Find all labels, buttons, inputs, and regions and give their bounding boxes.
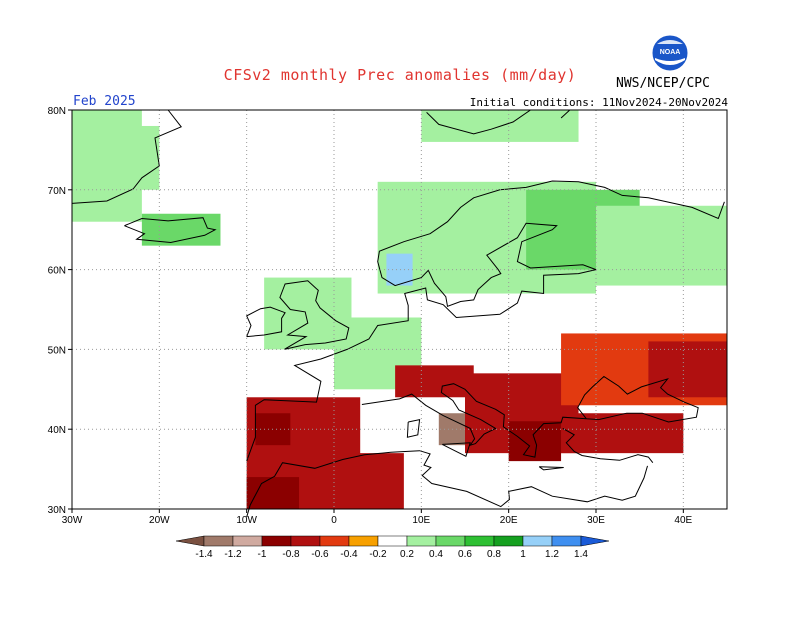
- coastline: [246, 306, 286, 338]
- colorbar-label: -0.4: [340, 549, 358, 560]
- axis-labels: 30W 20W 10W 0 10E 20E 30E 40E 30N 40N 50N 60N 70N 80N: [48, 106, 693, 526]
- anomaly-cell: [115, 125, 160, 190]
- grid: [72, 110, 727, 509]
- colorbar-arrow-right: [580, 535, 610, 547]
- coastline: [406, 418, 421, 438]
- colorbar-label: 1.2: [545, 549, 559, 560]
- coastline: [577, 375, 699, 423]
- colorbar-box: [464, 535, 495, 547]
- colorbar-box: [348, 535, 379, 547]
- colorbar-box: [522, 535, 553, 547]
- colorbar-label: 1.4: [574, 549, 588, 560]
- x-tick-label: 30E: [587, 515, 605, 526]
- colorbar-box: [232, 535, 263, 547]
- colorbar-label: -1: [258, 549, 267, 560]
- coastline: [246, 269, 597, 462]
- colorbar-labels: -1.4 -1.2 -1 -0.8 -0.6 -0.4 -0.2 0.2 0.4 0.6 0.8 1 1…: [195, 549, 588, 560]
- coastline: [71, 109, 182, 204]
- colorbar-label: 0.2: [400, 549, 414, 560]
- coastlines: [71, 109, 725, 518]
- y-tick-label: 40N: [48, 425, 66, 436]
- anomaly-cell: [246, 477, 300, 509]
- colorbar-label: 0.6: [458, 549, 472, 560]
- colorbar-arrow-left: [175, 535, 205, 547]
- coastline: [279, 280, 350, 350]
- anomaly-cell: [395, 365, 474, 398]
- x-tick-label: 10E: [412, 515, 430, 526]
- x-tick-label: 30W: [62, 515, 83, 526]
- x-tick-label: 40E: [674, 515, 692, 526]
- x-tick-label: 0: [331, 515, 337, 526]
- y-tick-label: 70N: [48, 186, 66, 197]
- noaa-logo-icon: NOAA: [651, 34, 689, 72]
- colorbar-box: [551, 535, 582, 547]
- colorbar-label: 0.4: [429, 549, 443, 560]
- x-tick-label: 20E: [500, 515, 518, 526]
- month-label: Feb 2025: [73, 94, 136, 109]
- colorbar-label: -0.6: [311, 549, 329, 560]
- initial-conditions: Initial conditions: 11Nov2024-20Nov2024: [469, 96, 728, 109]
- colorbar-box: [493, 535, 524, 547]
- colorbar-box: [290, 535, 321, 547]
- coastline: [538, 466, 564, 471]
- coastline: [361, 383, 587, 458]
- chart-title: CFSv2 monthly Prec anomalies (mm/day): [223, 66, 577, 84]
- map-frame: [71, 109, 728, 510]
- coastline: [562, 427, 654, 464]
- x-tick-label: 20W: [149, 515, 170, 526]
- anomaly-field: [72, 110, 727, 509]
- axis-ticks: [68, 109, 684, 513]
- colorbar-box: [406, 535, 437, 547]
- coastline: [442, 442, 471, 458]
- y-tick-label: 50N: [48, 345, 66, 356]
- x-tick-label: 10W: [236, 515, 257, 526]
- agency-label: NWS/NCEP/CPC: [616, 76, 710, 91]
- colorbar-label: -1.4: [195, 549, 213, 560]
- colorbar-box: [377, 535, 408, 547]
- colorbar-box: [203, 535, 234, 547]
- anomaly-cell: [596, 205, 727, 286]
- colorbar-label: 0.8: [487, 549, 501, 560]
- colorbar-box: [319, 535, 350, 547]
- colorbar-label: -1.2: [224, 549, 242, 560]
- noaa-logo-text: NOAA: [660, 49, 681, 56]
- coastline: [246, 450, 648, 518]
- coastline: [124, 217, 217, 244]
- colorbar-box: [435, 535, 466, 547]
- colorbar-label: -0.8: [282, 549, 300, 560]
- colorbar-box: [261, 535, 292, 547]
- colorbar-label: 1: [520, 549, 526, 560]
- y-tick-label: 30N: [48, 505, 66, 516]
- colorbar-label: -0.2: [369, 549, 387, 560]
- coastline: [377, 180, 725, 307]
- y-tick-label: 60N: [48, 266, 66, 277]
- y-tick-label: 80N: [48, 106, 66, 117]
